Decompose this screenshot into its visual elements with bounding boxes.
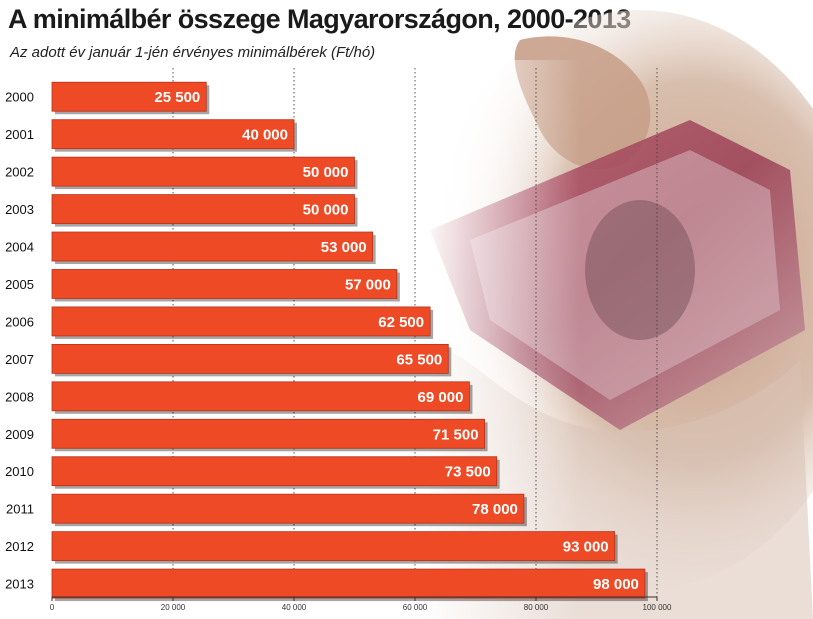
bar-2000: [51, 81, 207, 112]
category-label-2002: 2002: [5, 165, 34, 180]
value-label-2006: 62 500: [378, 314, 424, 331]
bar-2011: [51, 493, 525, 524]
x-tick-label-100000: 100 000: [643, 603, 672, 612]
chart-subtitle: Az adott év január 1-jén érvényes minimá…: [10, 44, 376, 61]
value-label-2013: 98 000: [593, 576, 639, 593]
category-label-2003: 2003: [5, 202, 34, 217]
category-label-2010: 2010: [5, 464, 34, 479]
value-label-2008: 69 000: [418, 389, 464, 406]
x-tick-label-20000: 20 000: [161, 603, 186, 612]
category-label-2006: 2006: [5, 314, 34, 329]
bar-2007: [51, 343, 449, 374]
bars-layer: 2000 25 500 2001 40 000 2002 50 000 2003 50 000…: [5, 81, 648, 602]
value-label-2010: 73 500: [445, 464, 491, 481]
chart-title: A minimálbér összege Magyarországon, 200…: [8, 4, 631, 34]
value-label-2007: 65 500: [396, 351, 442, 368]
bar-2003: [51, 194, 355, 224]
category-label-2008: 2008: [5, 389, 34, 404]
bar-2008: [51, 381, 470, 412]
value-label-2004: 53 000: [321, 239, 367, 256]
x-tick-label-40000: 40 000: [282, 603, 307, 612]
x-tick-label-60000: 60 000: [403, 603, 428, 612]
bar-2006: [51, 306, 431, 337]
bar-2013: [51, 568, 646, 599]
category-label-2013: 2013: [5, 577, 34, 592]
category-label-2005: 2005: [5, 277, 34, 292]
category-label-2012: 2012: [5, 539, 34, 554]
bar-2002: [51, 156, 355, 187]
value-label-2012: 93 000: [563, 539, 609, 556]
value-label-2011: 78 000: [472, 501, 518, 518]
category-label-2007: 2007: [5, 352, 34, 367]
category-label-2001: 2001: [5, 127, 34, 142]
value-label-2003: 50 000: [303, 202, 349, 219]
bar-2012: [51, 531, 616, 562]
value-label-2009: 71 500: [433, 426, 479, 443]
value-label-2005: 57 000: [345, 276, 391, 293]
bar-2001: [51, 119, 295, 150]
bar-2010: [51, 456, 498, 487]
category-label-2011: 2011: [6, 502, 34, 517]
value-label-2000: 25 500: [154, 89, 200, 106]
value-label-2001: 40 000: [242, 127, 288, 144]
category-label-2004: 2004: [5, 240, 34, 255]
x-tick-label-80000: 80 000: [524, 603, 549, 612]
bar-2009: [51, 418, 485, 449]
x-axis: 0 20 000 40 000 60 000 80 000 100 000: [50, 596, 672, 612]
x-tick-label-0: 0: [50, 603, 55, 612]
value-label-2002: 50 000: [303, 164, 349, 181]
bar-2005: [51, 269, 398, 299]
category-label-2009: 2009: [5, 427, 34, 442]
background-photo-money-hand: [410, 10, 813, 619]
bar-2004: [51, 231, 374, 262]
category-label-2000: 2000: [5, 90, 34, 105]
